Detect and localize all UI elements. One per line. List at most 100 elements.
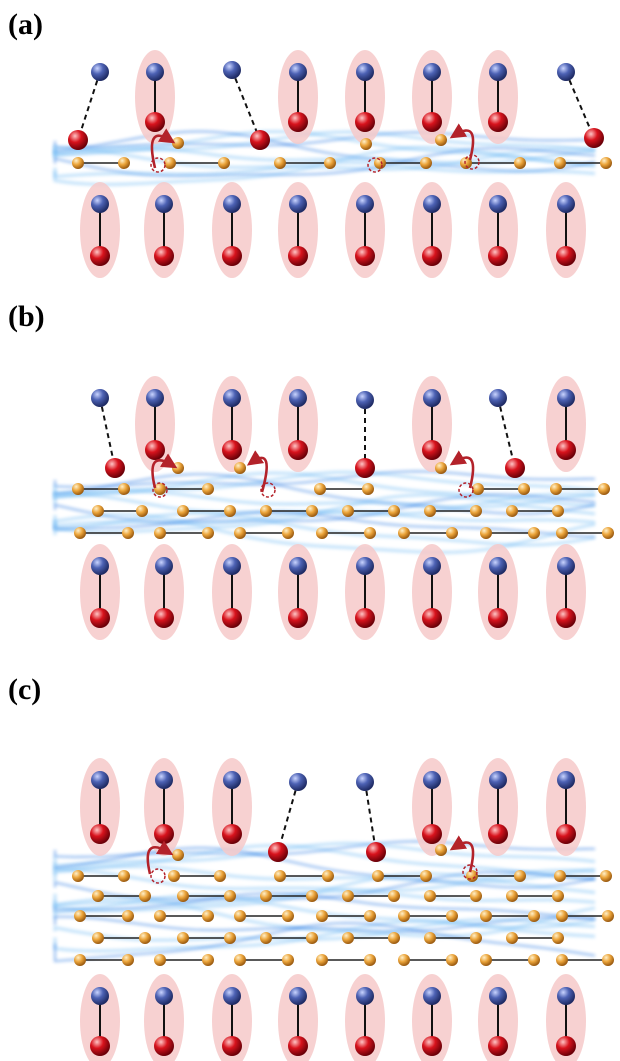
- panel-c-wave-14: [53, 919, 596, 953]
- panel-b-bottom-pair-1-top-atom: [155, 557, 173, 575]
- panel-a-wave-7: [53, 145, 596, 187]
- panel-label-c: (c): [8, 673, 42, 706]
- panel-c-row1-dimer-2-atom-left: [274, 870, 286, 882]
- panel-a-dimer-2-atom-left: [274, 157, 286, 169]
- panel-a-top-pair-3-top-atom: [289, 63, 307, 81]
- panel-c-bottom-pair-1-top-atom: [155, 987, 173, 1005]
- panel-a-bottom-pair-3-bottom-atom: [288, 246, 308, 266]
- panel-b-wave-9: [53, 510, 596, 539]
- panel-b-row2-dimer-2-atom-left: [260, 505, 272, 517]
- panel-label-a: (a): [8, 8, 43, 41]
- panel-a-dimer-1-atom-right: [218, 157, 230, 169]
- panel-b-bottom-pair-6-bottom-atom: [488, 608, 508, 628]
- panel-c-top-pair-6-top-atom: [489, 771, 507, 789]
- panel-c-bottom-pair-1-bottom-atom: [154, 1036, 174, 1056]
- panel-a-broken-0-bottom-atom: [68, 130, 88, 150]
- panel-b-row2-dimer-4-atom-left: [424, 505, 436, 517]
- panel-a-bottom-pair-5-top-atom: [423, 195, 441, 213]
- panel-c-2-hop-arrow: [449, 835, 475, 873]
- panel-c-row3-dimer-2-atom-right: [282, 910, 294, 922]
- panel-c-bottom-pair-7-top-atom: [557, 987, 575, 1005]
- panel-a-top-pair-5-top-atom: [423, 63, 441, 81]
- panel-b-3-vacancy: [458, 482, 474, 498]
- panel-c-row1-dimer-3-atom-right: [420, 870, 432, 882]
- panel-c-bottom-pair-0-top-atom: [91, 987, 109, 1005]
- panel-c-broken-3-dashed-bond: [277, 781, 299, 853]
- panel-c-row1-dimer-5-atom-left: [554, 870, 566, 882]
- panel-a-broken-7-top-atom: [557, 63, 575, 81]
- panel-b-wave-4: [53, 489, 596, 509]
- panel-a-dimer-5-atom-left: [554, 157, 566, 169]
- panel-b-row2-dimer-3-atom-right: [388, 505, 400, 517]
- panel-c-row4-dimer-3-atom-right: [388, 932, 400, 944]
- panel-c-row3-dimer-4-atom-left: [398, 910, 410, 922]
- panel-c-row1-dimer-5-atom-right: [600, 870, 612, 882]
- panel-c-bottom-pair-6-bottom-atom: [488, 1036, 508, 1056]
- panel-b-top-pair-7-top-atom: [557, 389, 575, 407]
- panel-c-row3-dimer-6-atom-left: [556, 910, 568, 922]
- panel-b-hop-atom-1: [172, 462, 184, 474]
- panel-c-row3-dimer-2-atom-left: [234, 910, 246, 922]
- panel-a-dimer-0-atom-left: [72, 157, 84, 169]
- panel-a-bottom-pair-0-bottom-atom: [90, 246, 110, 266]
- panel-c-row2-dimer-1-atom-right: [224, 890, 236, 902]
- panel-c-broken-4-dashed-bond: [364, 781, 377, 853]
- panel-b-wave-0: [53, 470, 596, 489]
- panel-a-bottom-pair-3-top-atom: [289, 195, 307, 213]
- panel-a-bottom-pair-4-top-atom: [356, 195, 374, 213]
- panel-b-bottom-pair-4-bottom-atom: [355, 608, 375, 628]
- panel-a-dimer-5-atom-right: [600, 157, 612, 169]
- panel-c-row1-dimer-4-atom-left: [466, 870, 478, 882]
- panel-b-bottom-pair-1-bottom-atom: [154, 608, 174, 628]
- panel-a-dimer-3-atom-left: [374, 157, 386, 169]
- panel-b-row3-dimer-5-atom-left: [480, 527, 492, 539]
- panel-a-dimer-2-atom-right: [324, 157, 336, 169]
- panel-c-row4-dimer-4-atom-right: [470, 932, 482, 944]
- panel-b-wave-8: [53, 509, 596, 528]
- panel-c-bottom-pair-6-top-atom: [489, 987, 507, 1005]
- panel-b-bottom-pair-2-top-atom: [223, 557, 241, 575]
- panel-c-row1-dimer-1-atom-left: [168, 870, 180, 882]
- panel-b-row3-dimer-0-atom-right: [122, 527, 134, 539]
- panel-a-hop-atom-3: [435, 134, 447, 146]
- panel-a-broken-2-dashed-bond: [231, 69, 261, 141]
- panel-b-top-pair-5-top-atom: [423, 389, 441, 407]
- panel-a-top-pair-6-top-atom: [489, 63, 507, 81]
- panel-c-bottom-pair-4-top-atom: [356, 987, 374, 1005]
- panel-c-row1-dimer-0-atom-left: [72, 870, 84, 882]
- panel-c-row4-dimer-2-atom-right: [306, 932, 318, 944]
- panel-c-bottom-pair-0-bottom-atom: [90, 1036, 110, 1056]
- panel-b-top-pair-1-top-atom: [146, 389, 164, 407]
- panel-a-bottom-pair-2-bottom-atom: [222, 246, 242, 266]
- panel-c-row4-dimer-2-atom-left: [260, 932, 272, 944]
- panel-b-1-hop-arrow: [151, 453, 178, 489]
- panel-a-hop-atom-1: [172, 137, 184, 149]
- panel-c-row2-dimer-2-atom-left: [260, 890, 272, 902]
- panel-b-row3-dimer-2-atom-right: [282, 527, 294, 539]
- panel-b-row3-dimer-4-atom-left: [398, 527, 410, 539]
- panel-c-row2-dimer-5-atom-right: [552, 890, 564, 902]
- panel-b-row3-dimer-3-atom-right: [364, 527, 376, 539]
- panel-b-row1-dimer-3-atom-left: [472, 483, 484, 495]
- panel-c-row2-dimer-3-atom-left: [342, 890, 354, 902]
- panel-c-row3-dimer-5-atom-right: [528, 910, 540, 922]
- panel-c-1-vacancy: [150, 868, 166, 884]
- panel-b-broken-0-dashed-bond: [99, 397, 116, 469]
- panel-c-row2-dimer-1-atom-left: [177, 890, 189, 902]
- panel-c-bottom-pair-2-bottom-atom: [222, 1036, 242, 1056]
- panel-b-top-pair-3-bottom-atom: [288, 440, 308, 460]
- panel-b-bottom-pair-5-top-atom: [423, 557, 441, 575]
- panel-a-dimer-3-atom-right: [420, 157, 432, 169]
- panel-c-hop-atom-2: [435, 844, 447, 856]
- panel-c-wave-1: [53, 841, 596, 868]
- panel-a-bottom-pair-0-top-atom: [91, 195, 109, 213]
- panel-b-broken-6-dashed-bond: [497, 397, 516, 469]
- panel-c-row4-dimer-3-atom-left: [342, 932, 354, 944]
- panel-b-top-pair-3-top-atom: [289, 389, 307, 407]
- panel-b-row2-dimer-4-atom-right: [470, 505, 482, 517]
- panel-c-top-pair-6-bottom-atom: [488, 824, 508, 844]
- panel-c-row2-dimer-0-atom-left: [92, 890, 104, 902]
- panel-b-row3-dimer-5-atom-right: [528, 527, 540, 539]
- panel-b-row2-dimer-5-atom-right: [552, 505, 564, 517]
